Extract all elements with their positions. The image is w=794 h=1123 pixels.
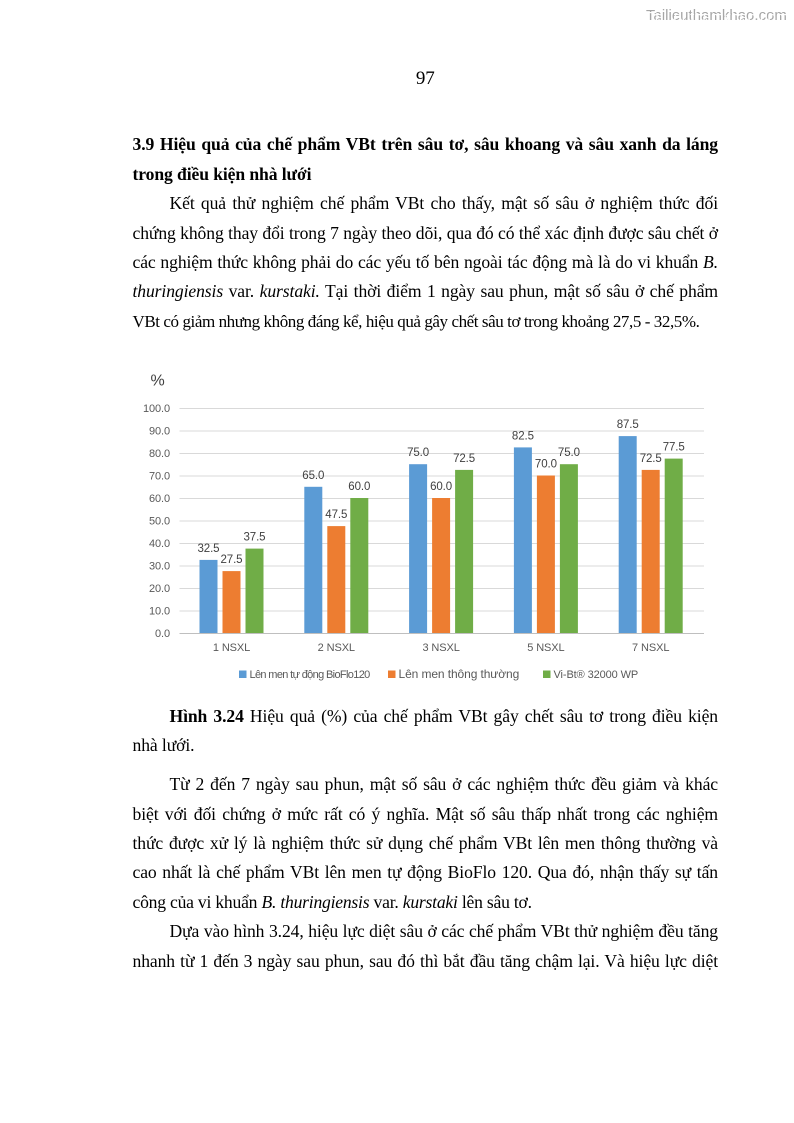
svg-text:Lên men tự động BioFlo120: Lên men tự động BioFlo120: [250, 669, 371, 681]
svg-text:37.5: 37.5: [244, 532, 266, 544]
svg-text:75.0: 75.0: [558, 447, 580, 459]
svg-text:60.0: 60.0: [348, 481, 370, 493]
svg-text:2 NSXL: 2 NSXL: [318, 642, 355, 654]
svg-text:75.0: 75.0: [407, 447, 429, 459]
svg-text:100.0: 100.0: [143, 403, 170, 415]
svg-text:82.5: 82.5: [512, 430, 534, 442]
svg-text:40.0: 40.0: [149, 538, 170, 550]
svg-text:60.0: 60.0: [430, 481, 452, 493]
svg-text:Lên men thông thường: Lên men thông thường: [399, 667, 520, 681]
svg-text:70.0: 70.0: [535, 459, 557, 471]
svg-text:70.0: 70.0: [149, 470, 170, 482]
svg-text:30.0: 30.0: [149, 560, 170, 572]
svg-text:72.5: 72.5: [640, 453, 662, 465]
svg-text:32.5: 32.5: [198, 543, 220, 555]
svg-text:60.0: 60.0: [149, 493, 170, 505]
svg-text:47.5: 47.5: [325, 509, 347, 521]
svg-text:27.5: 27.5: [221, 554, 243, 566]
svg-text:3 NSXL: 3 NSXL: [422, 642, 459, 654]
svg-text:7 NSXL: 7 NSXL: [632, 642, 669, 654]
svg-text:Vi-Bt® 32000 WP: Vi-Bt® 32000 WP: [554, 669, 639, 681]
svg-text:80.0: 80.0: [149, 448, 170, 460]
svg-text:5 NSXL: 5 NSXL: [527, 642, 564, 654]
svg-text:20.0: 20.0: [149, 583, 170, 595]
svg-text:10.0: 10.0: [149, 605, 170, 617]
svg-text:0.0: 0.0: [155, 628, 170, 640]
svg-text:50.0: 50.0: [149, 515, 170, 527]
svg-text:1 NSXL: 1 NSXL: [213, 642, 250, 654]
svg-text:90.0: 90.0: [149, 425, 170, 437]
svg-text:%: %: [151, 373, 165, 390]
svg-text:87.5: 87.5: [617, 419, 639, 431]
svg-text:77.5: 77.5: [663, 442, 685, 454]
svg-text:72.5: 72.5: [453, 453, 475, 465]
svg-text:65.0: 65.0: [302, 470, 324, 482]
